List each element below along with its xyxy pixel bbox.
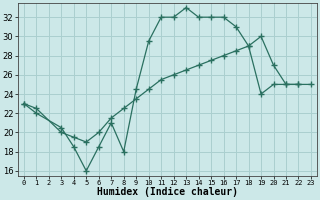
X-axis label: Humidex (Indice chaleur): Humidex (Indice chaleur) (97, 187, 238, 197)
